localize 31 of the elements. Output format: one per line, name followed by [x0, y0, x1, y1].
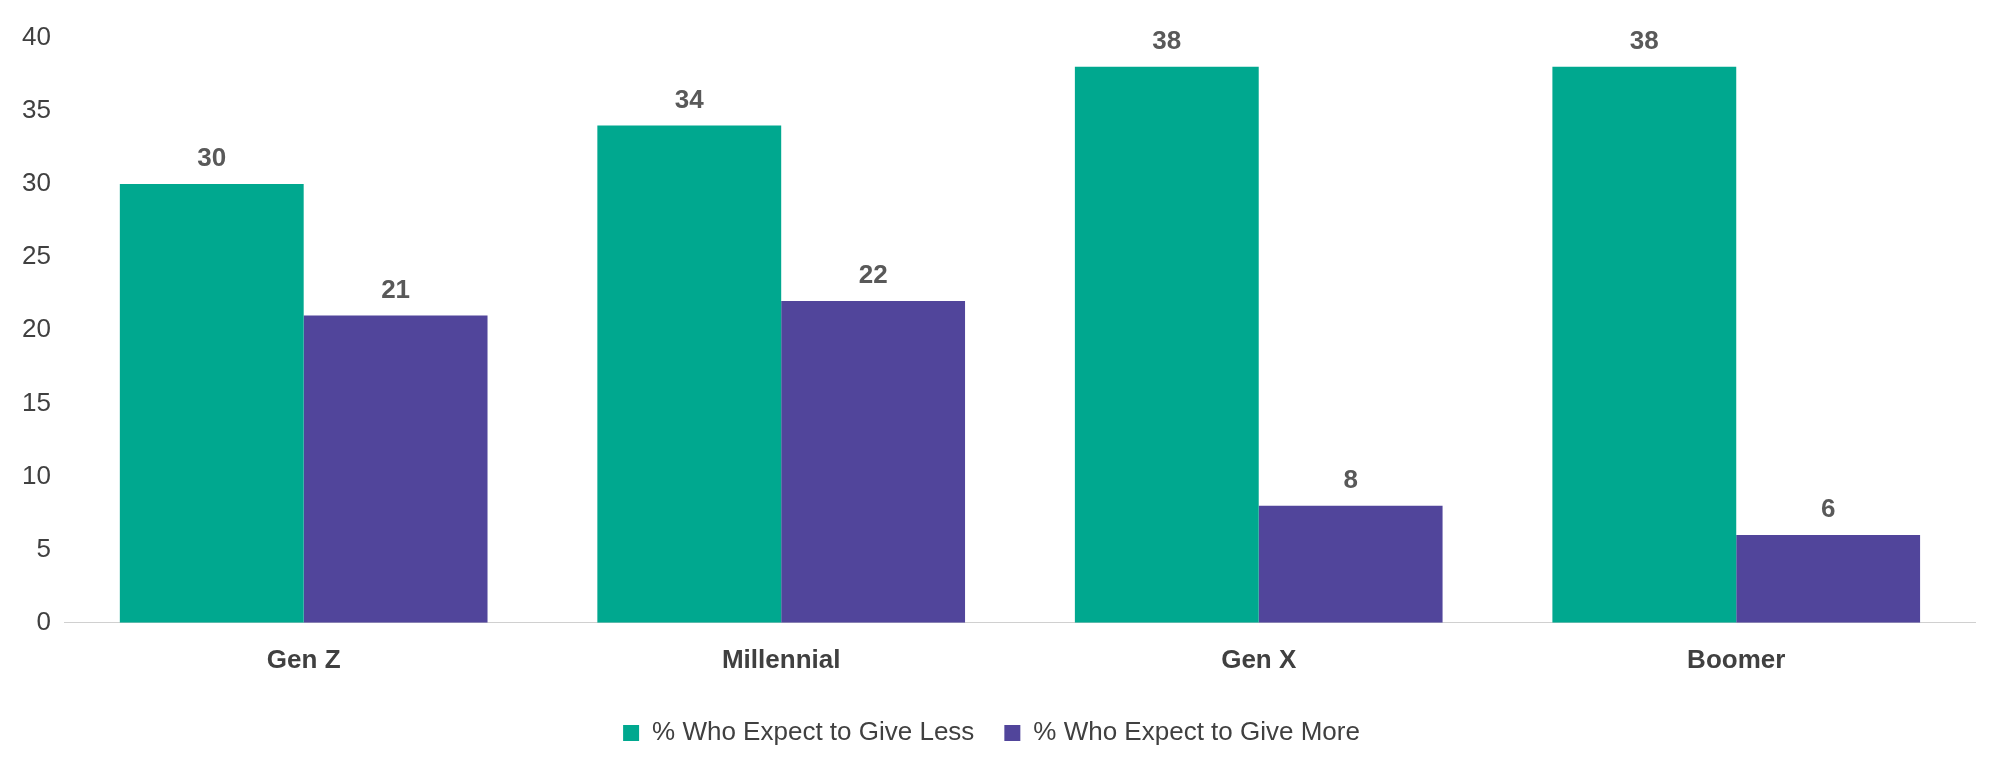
- legend-label: % Who Expect to Give Less: [652, 716, 975, 747]
- y-tick-label: 5: [36, 532, 51, 563]
- y-tick-label: 10: [22, 459, 51, 490]
- data-label: 38: [1152, 25, 1182, 56]
- bar: [119, 183, 304, 623]
- data-label: 30: [197, 142, 227, 173]
- y-tick-label: 20: [22, 313, 51, 344]
- x-tick-label: Gen X: [1221, 643, 1297, 674]
- bar: [1258, 505, 1443, 623]
- bar: [303, 315, 488, 623]
- y-tick-label: 40: [22, 20, 51, 51]
- data-label: 6: [1820, 493, 1836, 524]
- bar: [597, 125, 782, 623]
- x-tick-label: Gen Z: [266, 643, 341, 674]
- data-label: 22: [858, 259, 888, 290]
- legend-label: % Who Expect to Give More: [1033, 716, 1360, 747]
- x-tick-label: Millennial: [721, 643, 841, 674]
- data-label: 21: [381, 273, 411, 304]
- y-tick-label: 35: [22, 93, 51, 124]
- bar: [1552, 66, 1737, 623]
- bar: [1736, 535, 1921, 623]
- bar: [781, 300, 966, 623]
- data-label: 38: [1629, 25, 1659, 56]
- bar: [1074, 66, 1259, 623]
- data-label: 34: [674, 83, 705, 114]
- y-tick-label: 30: [22, 167, 51, 198]
- data-label: 8: [1343, 463, 1358, 494]
- x-tick-label: Boomer: [1687, 643, 1786, 674]
- y-tick-label: 0: [36, 605, 51, 636]
- y-tick-label: 15: [22, 386, 51, 417]
- y-tick-label: 25: [22, 240, 51, 271]
